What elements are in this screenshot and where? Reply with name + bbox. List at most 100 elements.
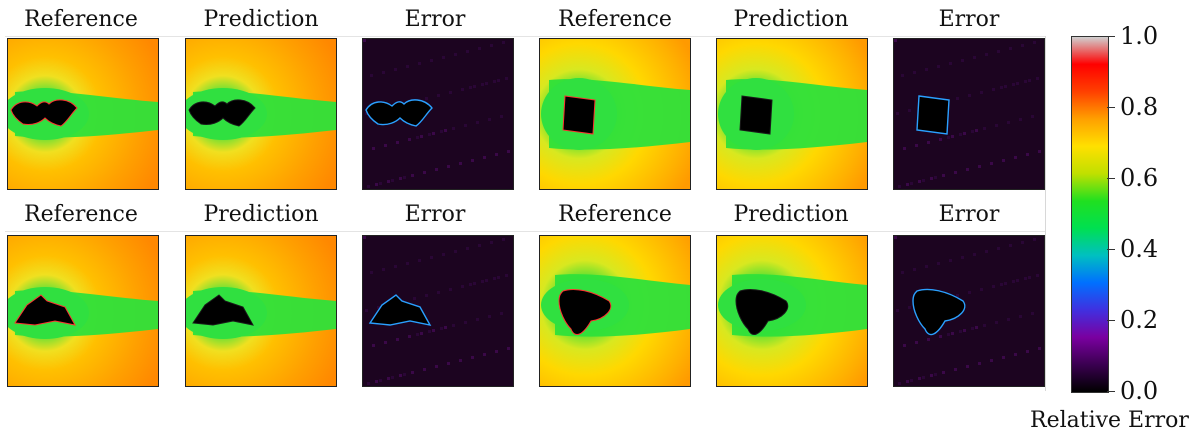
error-speckle (1038, 347, 1041, 350)
error-speckle (454, 250, 457, 253)
error-speckle (1007, 318, 1010, 321)
error-speckle (922, 376, 925, 379)
label-prediction-r1-s1: Prediction (203, 7, 319, 32)
error-speckle (493, 277, 496, 280)
error-speckle (959, 330, 962, 333)
error-speckle (992, 88, 995, 91)
error-speckle (963, 132, 966, 135)
error-speckle (942, 174, 945, 177)
colorbar (1071, 36, 1109, 393)
error-speckle (978, 165, 981, 168)
error-speckle (1031, 115, 1034, 118)
error-speckle (1038, 150, 1041, 153)
error-speckle (975, 326, 978, 329)
error-speckle (1021, 44, 1024, 47)
error-speckle (481, 280, 484, 283)
error-speckle (985, 53, 988, 56)
error-speckle (910, 379, 913, 382)
label-error-r2-s2: Error (938, 202, 1000, 227)
error-speckle (978, 362, 981, 365)
error-speckle (382, 71, 385, 74)
row-separator (5, 231, 1045, 232)
error-speckle (966, 365, 969, 368)
error-speckle (461, 285, 464, 288)
error-speckle (913, 268, 916, 271)
reference-field-panel (539, 38, 691, 190)
error-speckle (408, 335, 411, 338)
error-speckle (949, 62, 952, 65)
error-speckle (396, 338, 399, 341)
error-speckle (894, 39, 897, 42)
error-speckle (1014, 353, 1017, 356)
error-speckle (930, 374, 933, 377)
prediction-field-panel (185, 235, 337, 387)
error-speckle (925, 68, 928, 71)
error-speckle (432, 329, 435, 332)
error-speckle (966, 168, 969, 171)
error-speckle (478, 47, 481, 50)
error-speckle (471, 159, 474, 162)
reference-field-panel (7, 235, 159, 387)
error-speckle (437, 291, 440, 294)
error-speckle (403, 373, 406, 376)
error-speckle (937, 262, 940, 265)
airfoil-obstacle (912, 288, 966, 336)
error-speckle (995, 321, 998, 324)
label-reference-r1-s2: Reference (558, 7, 672, 32)
error-speckle (399, 374, 402, 377)
error-speckle (459, 162, 462, 165)
error-speckle (485, 82, 488, 85)
error-speckle (495, 350, 498, 353)
error-speckle (430, 256, 433, 259)
error-speckle (959, 133, 962, 136)
error-speckle (394, 265, 397, 268)
colorbar-tick-label: 0.4 (1120, 235, 1159, 263)
colorbar-tick-label: 0.2 (1120, 306, 1159, 334)
airfoil-obstacle (562, 95, 596, 135)
error-speckle (469, 86, 472, 89)
airfoil-obstacle (735, 288, 789, 336)
error-speckle (394, 68, 397, 71)
error-speckle (500, 115, 503, 118)
error-speckle (490, 241, 493, 244)
error-speckle (927, 338, 930, 341)
error-speckle (387, 180, 390, 183)
error-speckle (391, 179, 394, 182)
error-speckle (1033, 41, 1036, 44)
error-speckle (387, 377, 390, 380)
error-speckle (435, 168, 438, 171)
error-field-panel (362, 38, 514, 190)
error-speckle (971, 130, 974, 133)
error-speckle (997, 247, 1000, 250)
error-speckle (464, 321, 467, 324)
error-speckle (459, 359, 462, 362)
error-speckle (423, 368, 426, 371)
error-speckle (1002, 356, 1005, 359)
error-speckle (473, 282, 476, 285)
error-speckle (1026, 153, 1029, 156)
error-speckle (956, 97, 959, 100)
error-speckle (934, 373, 937, 376)
airfoil-obstacle (368, 294, 432, 326)
error-speckle (1009, 244, 1012, 247)
error-speckle (951, 135, 954, 138)
error-speckle (983, 324, 986, 327)
error-speckle (903, 147, 906, 150)
error-speckle (363, 236, 366, 239)
error-speckle (372, 344, 375, 347)
error-speckle (488, 118, 491, 121)
error-speckle (416, 136, 419, 139)
airfoil-obstacle (188, 99, 256, 127)
row-separator (5, 36, 1045, 37)
error-speckle (420, 135, 423, 138)
error-speckle (469, 283, 472, 286)
error-speckle (466, 50, 469, 53)
colorbar-title: Relative Error (1030, 408, 1189, 433)
error-speckle (502, 41, 505, 44)
error-speckle (466, 247, 469, 250)
error-speckle (365, 112, 368, 115)
error-speckle (497, 79, 500, 82)
error-field-panel (893, 235, 1045, 387)
error-speckle (1000, 86, 1003, 89)
error-speckle (898, 382, 901, 385)
